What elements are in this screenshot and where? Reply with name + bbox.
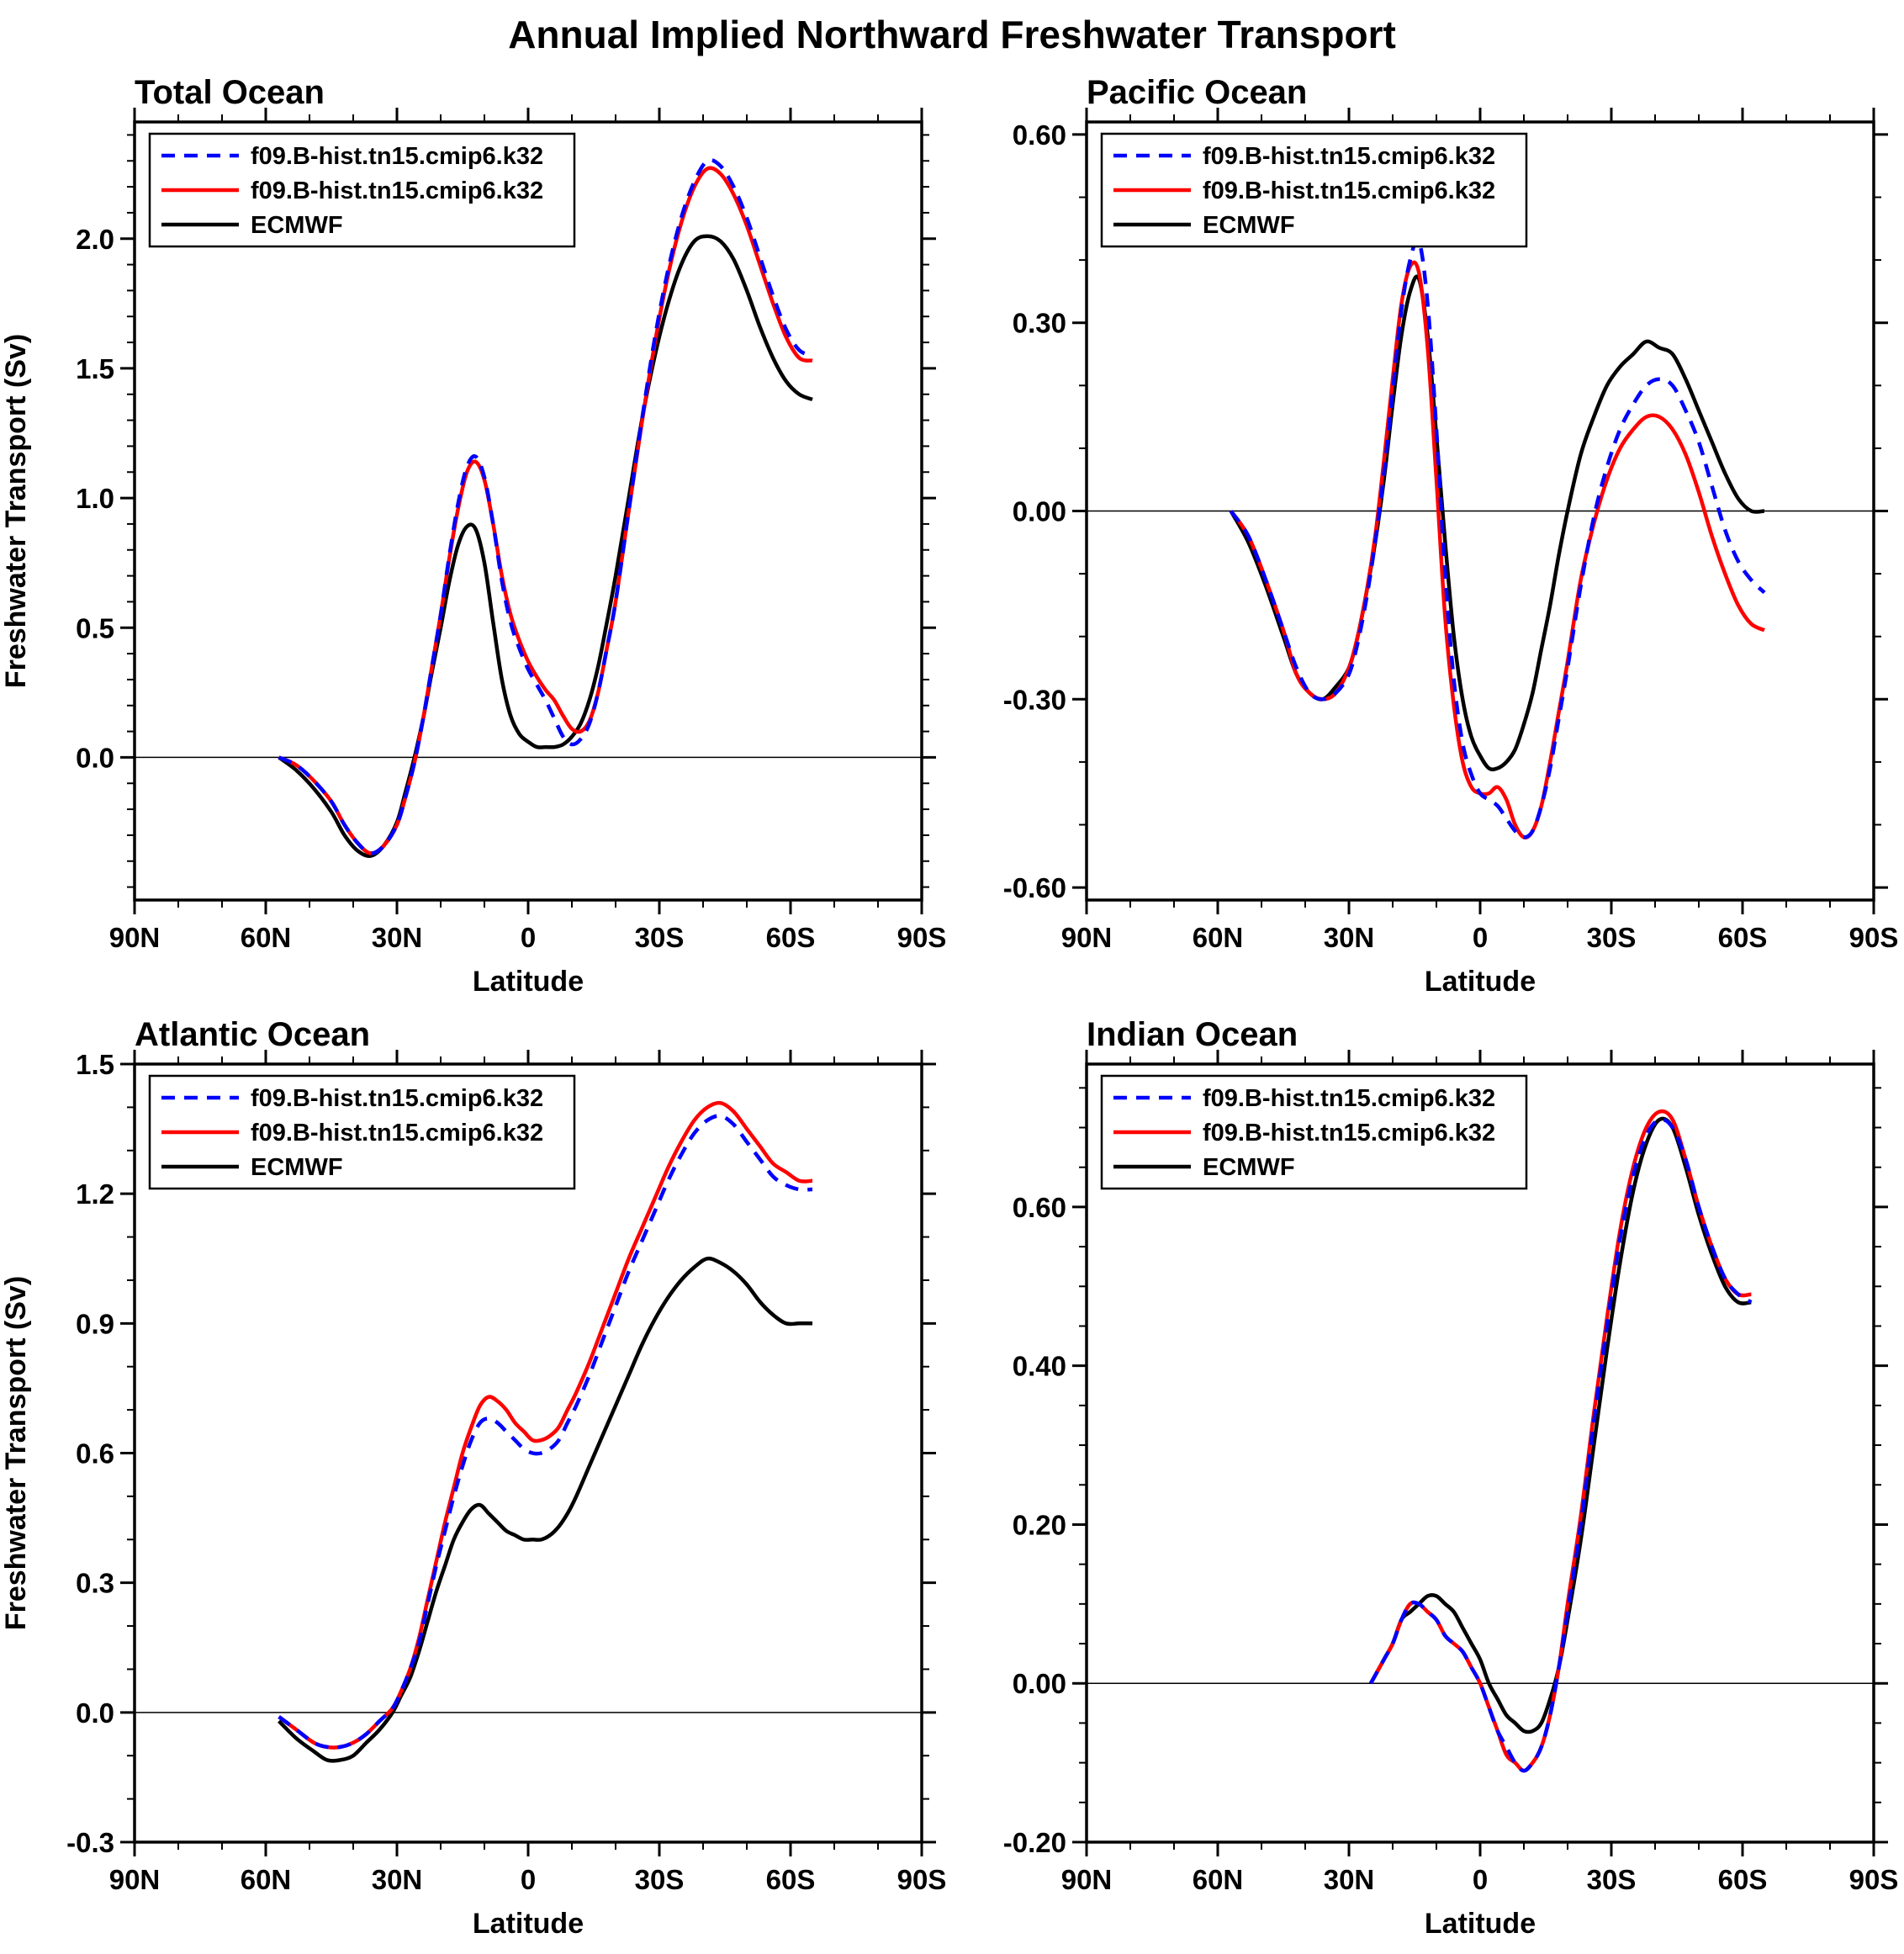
svg-text:90N: 90N [1061,1864,1113,1895]
svg-text:1.0: 1.0 [76,483,114,514]
svg-text:Latitude: Latitude [473,966,584,998]
chart-pacific-ocean: 90N 60N 30N 0 30S 60S 90S -0.60 -0.30 0.00 0.30 0.6… [1003,74,1899,998]
svg-text:f09.B-hist.tn15.cmip6.k32: f09.B-hist.tn15.cmip6.k32 [251,1120,543,1146]
svg-text:ECMWF: ECMWF [251,212,343,239]
svg-text:0.3: 0.3 [76,1568,114,1599]
svg-text:-0.3: -0.3 [66,1827,114,1858]
svg-text:2.0: 2.0 [76,224,114,255]
svg-text:90N: 90N [1061,922,1113,953]
svg-text:0.60: 0.60 [1013,1192,1066,1223]
svg-text:30S: 30S [1587,922,1637,953]
svg-text:0.30: 0.30 [1013,308,1066,339]
svg-text:60N: 60N [1193,922,1244,953]
svg-text:ECMWF: ECMWF [1203,212,1295,239]
svg-text:0.00: 0.00 [1013,1668,1066,1699]
svg-text:f09.B-hist.tn15.cmip6.k32: f09.B-hist.tn15.cmip6.k32 [251,143,543,170]
svg-text:0.20: 0.20 [1013,1509,1066,1540]
svg-text:90S: 90S [897,1864,947,1895]
svg-text:f09.B-hist.tn15.cmip6.k32: f09.B-hist.tn15.cmip6.k32 [1203,1120,1495,1146]
svg-text:30S: 30S [1587,1864,1637,1895]
svg-text:90S: 90S [1849,1864,1899,1895]
svg-text:f09.B-hist.tn15.cmip6.k32: f09.B-hist.tn15.cmip6.k32 [1203,143,1495,170]
svg-text:90N: 90N [109,922,161,953]
chart-total-ocean: 90N 60N 30N 0 30S 60S 90S 0.0 0.5 1.0 1.5 2.0 Total … [0,74,947,998]
svg-text:ECMWF: ECMWF [1203,1154,1295,1181]
svg-text:0: 0 [521,922,536,953]
svg-text:60S: 60S [1718,922,1768,953]
svg-text:Atlantic Ocean: Atlantic Ocean [135,1016,370,1053]
svg-text:30N: 30N [1324,1864,1375,1895]
svg-text:30N: 30N [1324,922,1375,953]
svg-text:30S: 30S [635,922,685,953]
charts-grid: 90N 60N 30N 0 30S 60S 90S 0.0 0.5 1.0 1.5 2.0 Total … [0,59,1904,1943]
svg-text:60N: 60N [241,922,292,953]
svg-text:60N: 60N [241,1864,292,1895]
svg-text:0.9: 0.9 [76,1308,114,1339]
svg-text:f09.B-hist.tn15.cmip6.k32: f09.B-hist.tn15.cmip6.k32 [1203,177,1495,204]
svg-text:0.6: 0.6 [76,1438,114,1469]
svg-text:1.2: 1.2 [76,1178,114,1210]
svg-text:60S: 60S [1718,1864,1768,1895]
svg-text:Latitude: Latitude [1425,1908,1536,1940]
svg-text:Indian Ocean: Indian Ocean [1087,1016,1298,1053]
svg-text:60S: 60S [766,922,816,953]
svg-text:0.0: 0.0 [76,1697,114,1729]
svg-text:90S: 90S [897,922,947,953]
svg-text:60S: 60S [766,1864,816,1895]
svg-text:0.5: 0.5 [76,612,114,643]
svg-text:Freshwater Transport (Sv): Freshwater Transport (Sv) [0,334,32,688]
svg-text:-0.20: -0.20 [1003,1827,1066,1858]
chart-indian-ocean: 90N 60N 30N 0 30S 60S 90S -0.20 0.00 0.20 0.40 0.60… [1003,1016,1899,1940]
svg-text:0.0: 0.0 [76,742,114,773]
svg-text:1.5: 1.5 [76,1049,114,1080]
svg-text:f09.B-hist.tn15.cmip6.k32: f09.B-hist.tn15.cmip6.k32 [251,1085,543,1112]
svg-text:0: 0 [1473,1864,1488,1895]
figure-title: Annual Implied Northward Freshwater Tran… [508,13,1396,56]
chart-atlantic-ocean: 90N 60N 30N 0 30S 60S 90S -0.3 0.0 0.3 0.6 0.9 1.2 1.… [0,1016,947,1940]
svg-text:0.00: 0.00 [1013,496,1066,527]
svg-text:30S: 30S [635,1864,685,1895]
svg-text:f09.B-hist.tn15.cmip6.k32: f09.B-hist.tn15.cmip6.k32 [251,177,543,204]
svg-text:0: 0 [521,1864,536,1895]
svg-text:Latitude: Latitude [1425,966,1536,998]
svg-text:30N: 30N [372,922,423,953]
svg-text:Latitude: Latitude [473,1908,584,1940]
svg-text:0.40: 0.40 [1013,1351,1066,1382]
svg-text:ECMWF: ECMWF [251,1154,343,1181]
svg-text:60N: 60N [1193,1864,1244,1895]
svg-text:-0.30: -0.30 [1003,684,1066,715]
svg-text:30N: 30N [372,1864,423,1895]
svg-text:Total Ocean: Total Ocean [135,74,325,111]
svg-text:-0.60: -0.60 [1003,872,1066,903]
svg-text:Freshwater Transport (Sv): Freshwater Transport (Sv) [0,1276,32,1630]
svg-text:Pacific Ocean: Pacific Ocean [1087,74,1307,111]
svg-text:90S: 90S [1849,922,1899,953]
svg-text:1.5: 1.5 [76,353,114,384]
svg-text:f09.B-hist.tn15.cmip6.k32: f09.B-hist.tn15.cmip6.k32 [1203,1085,1495,1112]
svg-text:90N: 90N [109,1864,161,1895]
svg-text:0.60: 0.60 [1013,119,1066,151]
svg-text:0: 0 [1473,922,1488,953]
